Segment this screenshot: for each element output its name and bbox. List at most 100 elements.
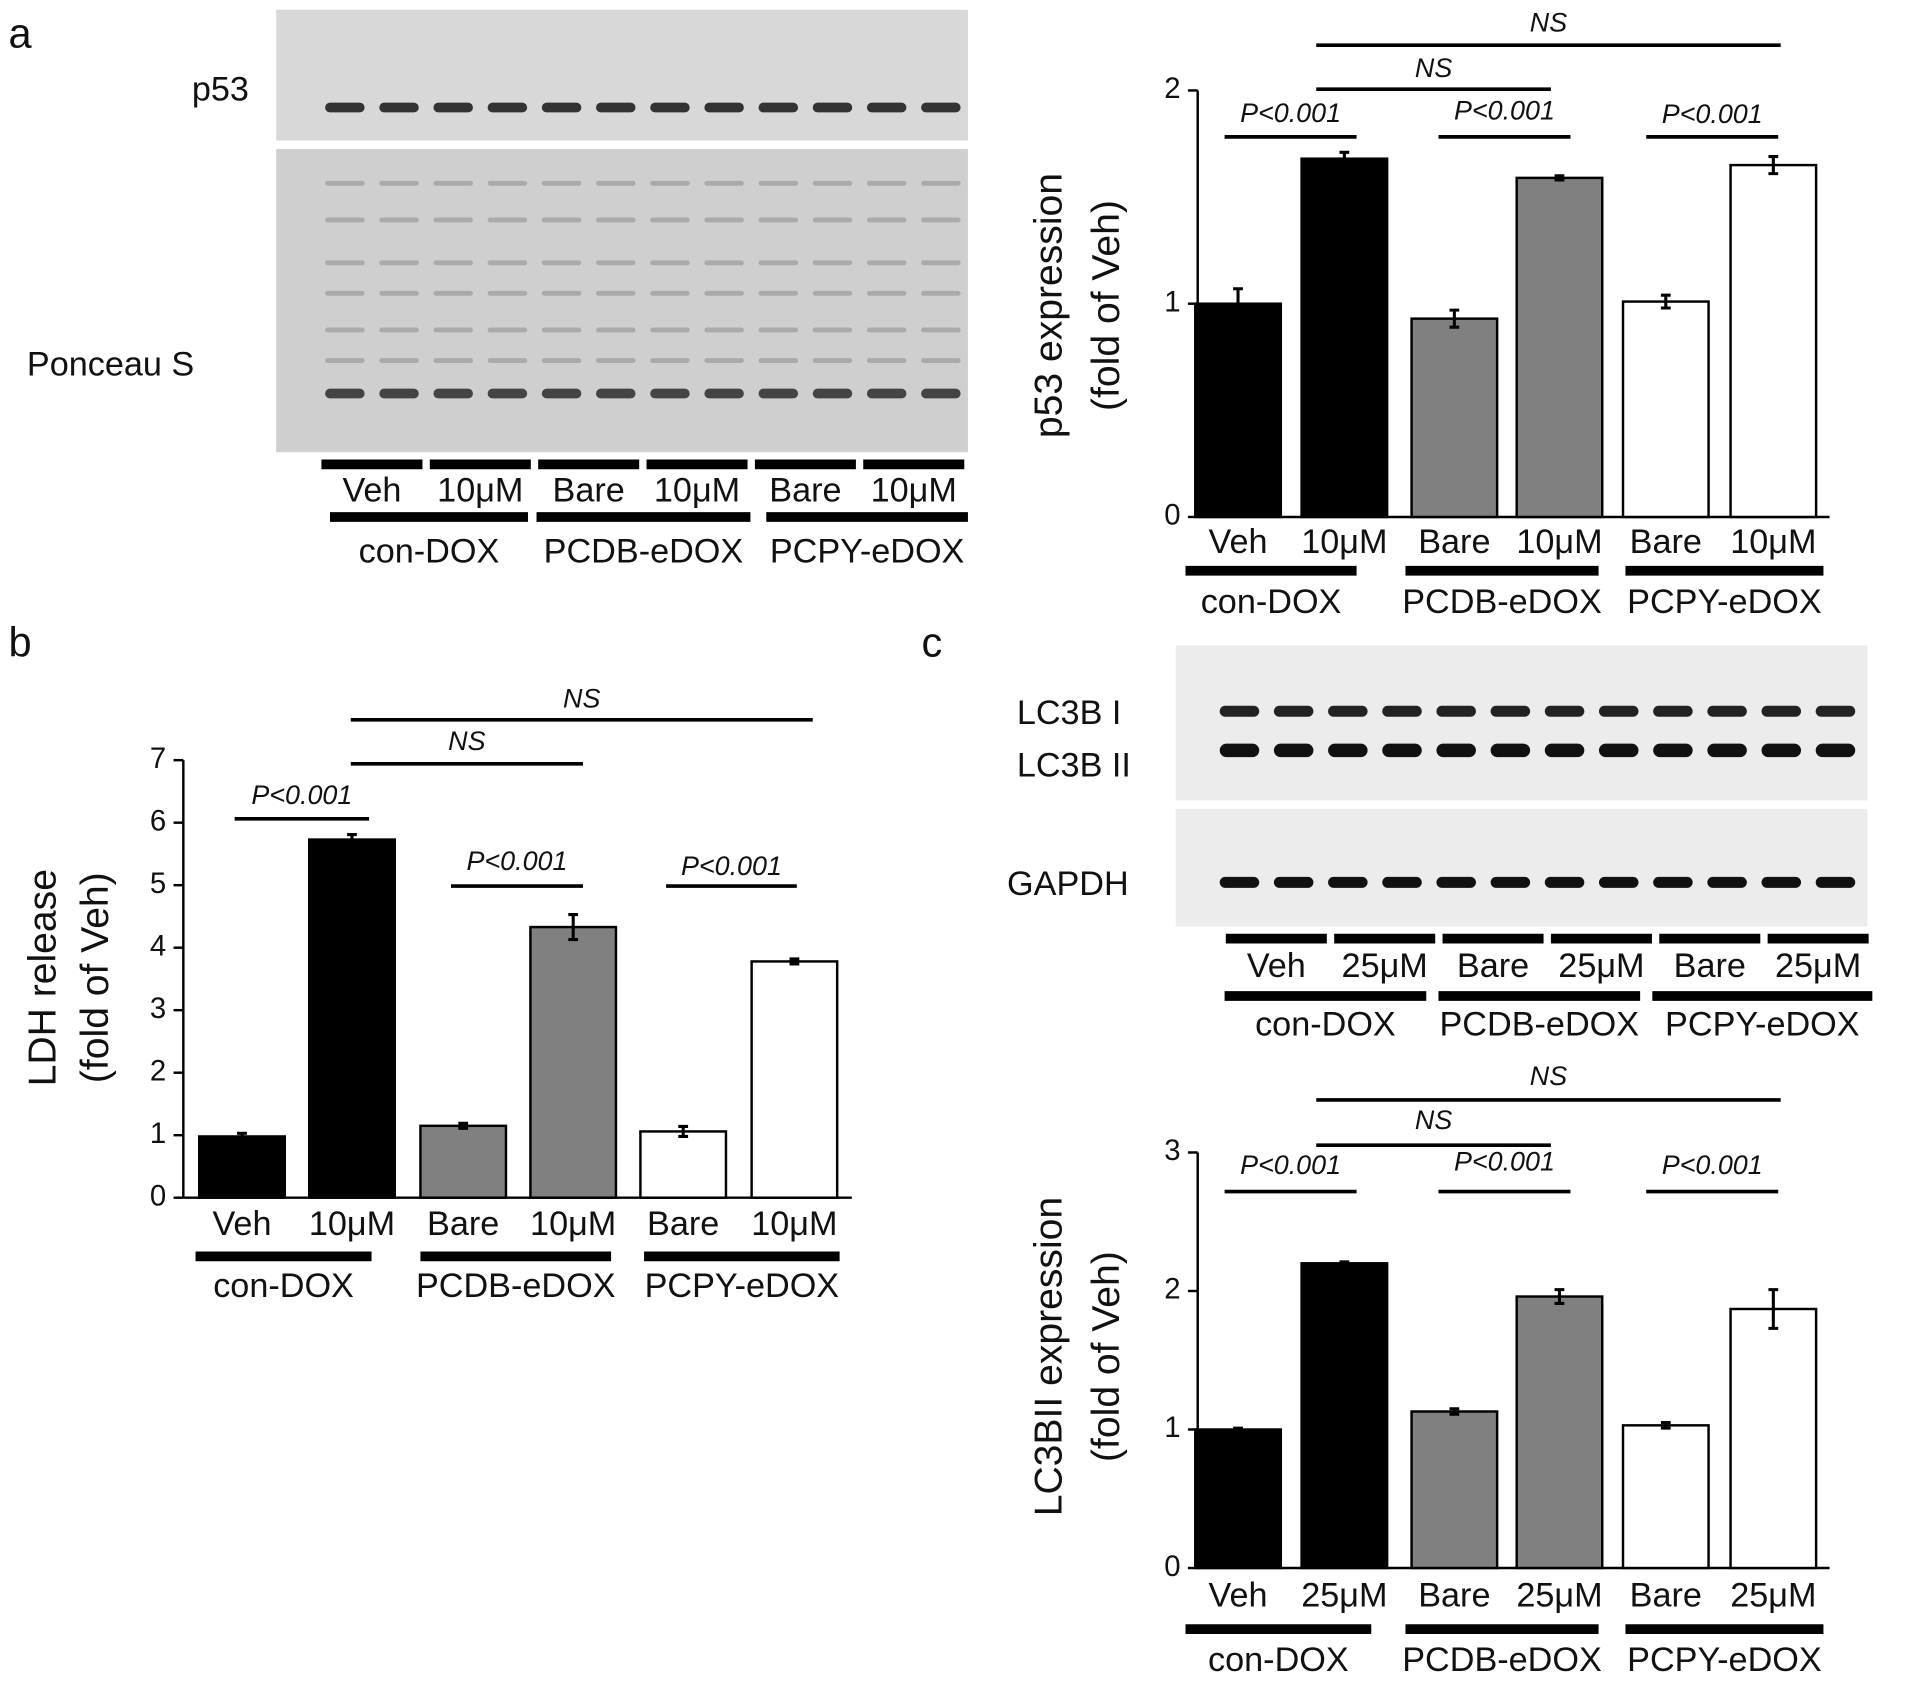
error-bar <box>237 1131 247 1142</box>
x-tick-label: Bare <box>1630 1576 1702 1614</box>
y-tick-label: 7 <box>150 742 166 775</box>
blot-band <box>325 327 365 333</box>
x-tick-label: 25μM <box>1516 1576 1602 1614</box>
blot-band <box>704 217 744 223</box>
annotation: P<0.001 <box>1240 1150 1341 1180</box>
group-label: con-DOX <box>359 533 500 571</box>
y-axis-label: (fold of Veh) <box>74 872 117 1083</box>
blot-band <box>325 102 365 113</box>
blot-band <box>812 327 853 333</box>
blot-band <box>325 290 365 296</box>
blot-band <box>1436 743 1476 758</box>
error-bar <box>1660 293 1671 310</box>
blot-band <box>1653 743 1693 758</box>
annotation: NS <box>1530 1061 1567 1091</box>
blot-band <box>1761 743 1802 758</box>
panel-label: c <box>922 618 943 665</box>
y-tick-label: 1 <box>150 1117 166 1150</box>
panel-label: a <box>9 10 33 57</box>
bar <box>197 1135 286 1199</box>
blot-band <box>596 217 636 223</box>
bar <box>1410 317 1499 519</box>
blot-band <box>541 388 582 399</box>
blot-band <box>758 327 799 333</box>
x-tick-label: 10μM <box>1301 523 1387 561</box>
error-bar <box>1768 1288 1779 1330</box>
blot-band <box>433 180 473 186</box>
y-axis-label: p53 expression <box>1027 173 1070 438</box>
annotation: NS <box>1415 53 1452 83</box>
lane-label: Bare <box>769 472 841 510</box>
blot-band <box>704 388 744 399</box>
annotation: P<0.001 <box>1454 1147 1555 1177</box>
blot-band <box>379 327 419 333</box>
x-tick-label: 10μM <box>751 1205 837 1243</box>
lane-label: 25μM <box>1775 947 1861 985</box>
blot-band <box>650 327 690 333</box>
bar <box>1410 1410 1499 1570</box>
blot-band <box>1436 705 1476 717</box>
blot-band <box>650 102 690 113</box>
blot-band <box>433 327 473 333</box>
error-bar <box>1339 150 1350 167</box>
x-tick-label: Veh <box>1209 1576 1268 1614</box>
blot-band <box>1653 876 1693 888</box>
blot-band <box>541 327 582 333</box>
blot-band <box>1761 876 1802 888</box>
group-label: PCDB-eDOX <box>416 1267 616 1305</box>
x-tick-label: Bare <box>1418 523 1490 561</box>
blot-band <box>487 260 528 266</box>
blot-band <box>379 217 419 223</box>
annotation: P<0.001 <box>681 851 782 881</box>
group-label: PCPY-eDOX <box>645 1267 840 1305</box>
blot-band <box>1761 705 1802 717</box>
lane-label: Bare <box>1674 947 1746 985</box>
blot-band <box>921 388 961 399</box>
blot-band <box>325 358 365 363</box>
blot-label: Ponceau S <box>27 346 194 384</box>
lane-label: Bare <box>553 472 625 510</box>
error-bar <box>789 957 800 966</box>
blot-band <box>650 217 690 223</box>
blot-band <box>325 180 365 186</box>
blot-label: p53 <box>192 71 249 109</box>
blot-band <box>1598 743 1639 758</box>
blot-band <box>1273 876 1314 888</box>
blot-band <box>1815 743 1856 758</box>
group-label: con-DOX <box>1255 1006 1396 1044</box>
blot-band <box>379 358 419 363</box>
blot-band <box>487 327 528 333</box>
error-bar <box>1233 1426 1243 1433</box>
blot-band <box>487 388 528 399</box>
blot-image <box>276 9 968 141</box>
bar <box>639 1130 728 1199</box>
blot-band <box>433 260 473 266</box>
blot-band <box>704 290 744 296</box>
bar <box>1515 1295 1604 1570</box>
error-bar <box>1449 308 1460 329</box>
blot-band <box>1273 705 1314 717</box>
group-label: PCPY-eDOX <box>770 533 965 571</box>
blot-band <box>541 260 582 266</box>
blot-band <box>487 358 528 363</box>
bar <box>1621 1424 1710 1570</box>
lane-label: 10μM <box>437 472 523 510</box>
group-label: PCDB-eDOX <box>1402 1641 1602 1679</box>
blot-band <box>1382 743 1422 758</box>
blot-band <box>921 358 961 363</box>
blot-band <box>812 260 853 266</box>
blot-band <box>758 358 799 363</box>
y-axis-label: (fold of Veh) <box>1085 1251 1128 1462</box>
blot-image <box>1175 809 1868 927</box>
bar <box>1300 157 1389 519</box>
y-tick-label: 3 <box>150 992 166 1025</box>
blot-band <box>596 290 636 296</box>
blot-band <box>325 388 365 399</box>
group-label: con-DOX <box>1208 1641 1349 1679</box>
blot-band <box>758 260 799 266</box>
blot-band <box>921 180 961 186</box>
x-tick-label: 25μM <box>1730 1576 1816 1614</box>
group-label: con-DOX <box>1201 583 1342 621</box>
blot-band <box>1598 705 1639 717</box>
